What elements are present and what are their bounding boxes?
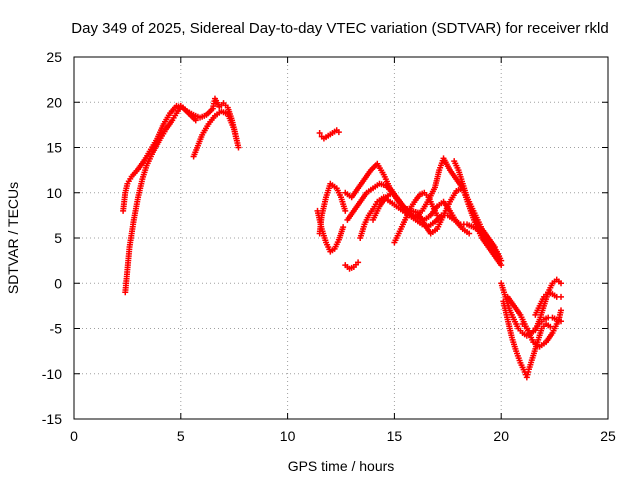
- x-tick-label: 15: [387, 428, 403, 444]
- data-point: [335, 129, 342, 136]
- data-point: [466, 230, 473, 237]
- x-axis-label: GPS time / hours: [288, 458, 395, 474]
- y-tick-labels: -15 -10 -5 0 5 10 15 20 25: [42, 49, 62, 427]
- y-tick-label: -5: [50, 321, 63, 337]
- x-tick-label: 10: [280, 428, 296, 444]
- y-tick-label: 20: [46, 94, 62, 110]
- x-tick-label: 0: [70, 428, 78, 444]
- data-point: [558, 293, 565, 300]
- chart-title: Day 349 of 2025, Sidereal Day-to-day VTE…: [71, 20, 608, 37]
- data-point: [558, 307, 565, 314]
- data-point: [547, 323, 554, 330]
- y-tick-label: 0: [54, 275, 62, 291]
- data-point: [434, 212, 441, 219]
- data-point: [498, 257, 505, 264]
- data-point: [342, 207, 349, 214]
- x-tick-label: 5: [177, 428, 185, 444]
- y-tick-label: 5: [54, 230, 62, 246]
- x-tick-labels: 0 5 10 15 20 25: [70, 428, 616, 444]
- y-tick-label: 15: [46, 140, 62, 156]
- data-point: [355, 259, 362, 266]
- data-point: [340, 224, 347, 231]
- x-tick-label: 20: [493, 428, 509, 444]
- axis-ticks: [73, 56, 609, 420]
- data-point: [235, 144, 242, 151]
- data-point: [316, 130, 323, 137]
- data-point: [558, 280, 565, 287]
- data-points: [120, 95, 565, 381]
- grid-lines: [74, 57, 608, 419]
- y-tick-label: -15: [42, 411, 62, 427]
- y-axis-label: SDTVAR / TECUs: [5, 182, 21, 294]
- x-tick-label: 25: [600, 428, 616, 444]
- y-tick-label: 25: [46, 49, 62, 65]
- y-tick-label: -10: [42, 366, 62, 382]
- y-tick-label: 10: [46, 185, 62, 201]
